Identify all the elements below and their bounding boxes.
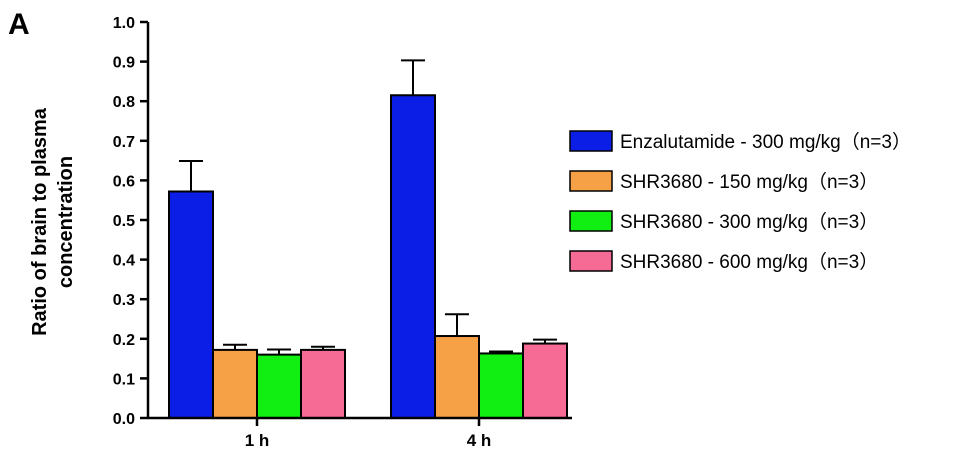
legend-label: SHR3680 - 150 mg/kg（n=3） [620,171,878,193]
y-tick-label: 0.9 [113,55,135,72]
y-tick-label: 0.7 [113,134,135,151]
bar [434,335,480,420]
y-axis: 0.0 0.1 0.2 0.3 0.4 0.5 0.6 0.7 0.8 0.9 1.0 [113,15,150,428]
y-tick-label: 0.1 [113,371,135,388]
legend-label: SHR3680 - 600 mg/kg（n=3） [620,251,878,273]
legend-label: SHR3680 - 300 mg/kg（n=3） [620,211,878,233]
legend-swatch [569,170,613,192]
bar [300,348,346,419]
y-tick-label: 0.4 [113,253,135,270]
y-tick-label: 0.5 [113,213,135,230]
bar [390,94,436,419]
x-axis: 1 h 4 h [148,416,572,450]
y-tick-label: 0.6 [113,173,135,190]
bar [212,348,258,419]
y-axis-title: Ratio of brain to plasma concentration [29,107,77,336]
legend: Enzalutamide - 300 mg/kg（n=3） SHR3680 - 1… [569,130,911,273]
y-tick-label: 0.8 [113,94,135,111]
y-tick-label: 0.0 [113,411,135,428]
bar [522,342,568,419]
legend-swatch [569,250,613,272]
y-axis-title-line-2: concentration [55,156,77,288]
bar [478,352,524,419]
legend-swatch [569,210,613,232]
bar [168,190,214,419]
legend-swatch [569,130,613,152]
y-axis-title-line-1: Ratio of brain to plasma [29,107,51,336]
y-tick-label: 1.0 [113,15,135,32]
bar [256,353,302,420]
y-tick-label: 0.2 [113,332,135,349]
x-tick-label: 1 h [245,431,270,450]
panel-label: A [8,8,30,41]
legend-label: Enzalutamide - 300 mg/kg（n=3） [620,131,911,153]
x-tick-label: 4 h [467,431,492,450]
y-tick-label: 0.3 [113,292,135,309]
bars [168,59,568,420]
